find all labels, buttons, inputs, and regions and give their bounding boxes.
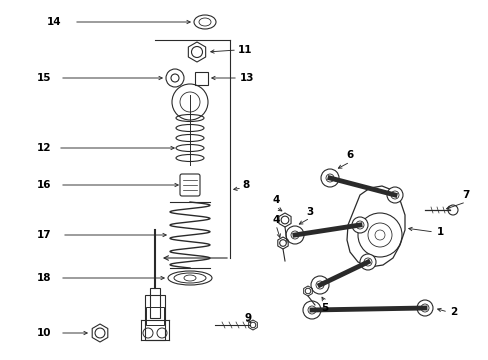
- Text: 12: 12: [37, 143, 51, 153]
- Text: 17: 17: [37, 230, 51, 240]
- Text: 3: 3: [306, 207, 313, 217]
- Text: 10: 10: [37, 328, 51, 338]
- Text: 6: 6: [346, 150, 353, 160]
- Circle shape: [416, 300, 432, 316]
- Text: 8: 8: [242, 180, 249, 190]
- Circle shape: [320, 169, 338, 187]
- Text: 5: 5: [321, 303, 328, 313]
- Text: 14: 14: [46, 17, 61, 27]
- Text: 15: 15: [37, 73, 51, 83]
- Text: 4: 4: [272, 215, 279, 225]
- Circle shape: [359, 254, 375, 270]
- Circle shape: [386, 187, 402, 203]
- Text: 2: 2: [449, 307, 457, 317]
- Text: 13: 13: [239, 73, 254, 83]
- Text: 1: 1: [435, 227, 443, 237]
- Circle shape: [447, 205, 457, 215]
- Text: 18: 18: [37, 273, 51, 283]
- Circle shape: [303, 301, 320, 319]
- Text: 9: 9: [244, 313, 251, 323]
- Text: 16: 16: [37, 180, 51, 190]
- Bar: [146, 307, 163, 325]
- Bar: [195, 72, 207, 85]
- Text: 4: 4: [272, 195, 279, 205]
- Circle shape: [351, 217, 367, 233]
- Circle shape: [310, 276, 328, 294]
- Bar: [145, 295, 164, 340]
- Bar: [150, 288, 160, 318]
- Circle shape: [285, 226, 304, 244]
- Text: 7: 7: [461, 190, 469, 200]
- Text: 11: 11: [237, 45, 252, 55]
